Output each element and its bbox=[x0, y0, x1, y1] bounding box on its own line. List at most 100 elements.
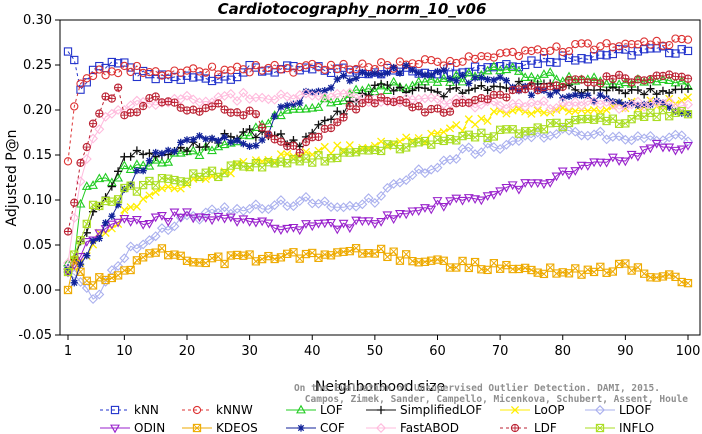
data-point bbox=[195, 72, 204, 81]
data-point bbox=[308, 158, 317, 167]
data-point bbox=[488, 191, 499, 200]
data-point bbox=[107, 94, 116, 103]
data-point bbox=[602, 39, 611, 48]
data-point bbox=[665, 103, 673, 111]
data-point bbox=[263, 219, 274, 229]
data-point bbox=[463, 142, 474, 153]
data-point bbox=[245, 106, 254, 115]
data-point bbox=[678, 109, 686, 117]
data-point bbox=[645, 130, 656, 141]
data-point bbox=[245, 68, 254, 77]
data-point bbox=[576, 130, 587, 141]
data-point bbox=[131, 216, 142, 225]
data-point bbox=[207, 216, 217, 226]
data-point bbox=[646, 101, 655, 109]
plot-area bbox=[63, 34, 693, 305]
data-point bbox=[546, 91, 554, 99]
data-point bbox=[283, 63, 292, 73]
data-point bbox=[458, 71, 467, 79]
data-point bbox=[188, 145, 199, 155]
data-point bbox=[282, 224, 293, 234]
data-point bbox=[521, 60, 530, 70]
data-point bbox=[407, 170, 418, 181]
data-point bbox=[639, 76, 650, 86]
data-point bbox=[570, 126, 581, 137]
x-tick-label: 1 bbox=[64, 344, 72, 359]
data-point bbox=[195, 67, 204, 76]
data-point bbox=[482, 138, 493, 149]
data-point bbox=[552, 87, 561, 95]
series-LDF bbox=[63, 70, 693, 236]
data-point bbox=[426, 92, 437, 103]
data-point bbox=[264, 130, 273, 139]
legend-item-SimplifiedLOF: SimplifiedLOF bbox=[366, 403, 482, 417]
data-point bbox=[275, 226, 286, 236]
legend-item-INFLO: INFLO bbox=[585, 421, 654, 434]
data-point bbox=[208, 134, 216, 143]
data-point bbox=[145, 149, 154, 158]
data-point bbox=[263, 94, 274, 105]
data-point bbox=[219, 214, 230, 224]
data-point bbox=[377, 79, 386, 88]
data-point bbox=[683, 141, 693, 151]
data-point bbox=[275, 195, 286, 206]
data-point bbox=[507, 62, 518, 72]
data-point bbox=[351, 216, 362, 226]
data-point bbox=[170, 98, 179, 107]
data-point bbox=[614, 70, 624, 80]
data-point bbox=[621, 39, 630, 48]
data-point bbox=[250, 199, 261, 210]
data-point bbox=[100, 172, 111, 182]
data-point bbox=[414, 102, 423, 111]
data-point bbox=[201, 74, 210, 83]
legend-marker bbox=[510, 405, 520, 415]
data-point bbox=[551, 129, 562, 140]
data-point bbox=[125, 164, 136, 173]
data-point bbox=[157, 244, 167, 253]
data-point bbox=[658, 143, 668, 153]
data-point bbox=[175, 94, 186, 105]
data-point bbox=[452, 58, 461, 68]
data-point bbox=[546, 46, 555, 55]
data-point bbox=[357, 217, 368, 227]
x-tick-label: 60 bbox=[429, 344, 446, 359]
data-point bbox=[488, 142, 499, 153]
data-point bbox=[345, 141, 354, 150]
data-point bbox=[344, 87, 355, 98]
data-point bbox=[301, 191, 311, 202]
data-point bbox=[421, 71, 429, 79]
data-point bbox=[327, 84, 335, 92]
data-point bbox=[521, 85, 530, 94]
data-point bbox=[263, 204, 274, 215]
data-point bbox=[244, 218, 255, 227]
data-point bbox=[70, 198, 79, 207]
data-point bbox=[213, 207, 224, 218]
data-point bbox=[81, 181, 92, 190]
data-point bbox=[596, 79, 605, 88]
data-point bbox=[665, 40, 674, 50]
data-point bbox=[182, 147, 192, 156]
data-point bbox=[195, 132, 204, 140]
data-point bbox=[163, 217, 174, 227]
data-point bbox=[419, 168, 430, 179]
data-point bbox=[163, 157, 174, 166]
data-point bbox=[495, 65, 506, 75]
data-point bbox=[596, 50, 605, 59]
data-point bbox=[88, 281, 98, 290]
data-point bbox=[157, 71, 167, 80]
legend-label: INFLO bbox=[619, 421, 654, 434]
data-point bbox=[251, 109, 261, 119]
data-point bbox=[283, 101, 291, 109]
data-point bbox=[684, 109, 692, 118]
data-point bbox=[477, 51, 486, 61]
data-point bbox=[420, 84, 430, 93]
data-point bbox=[145, 67, 154, 77]
data-point bbox=[445, 197, 455, 207]
data-point bbox=[532, 99, 543, 110]
data-point bbox=[220, 259, 229, 269]
data-point bbox=[570, 167, 581, 176]
data-point bbox=[463, 67, 474, 77]
data-point bbox=[576, 100, 587, 111]
data-point bbox=[127, 181, 135, 189]
data-point bbox=[670, 146, 681, 156]
